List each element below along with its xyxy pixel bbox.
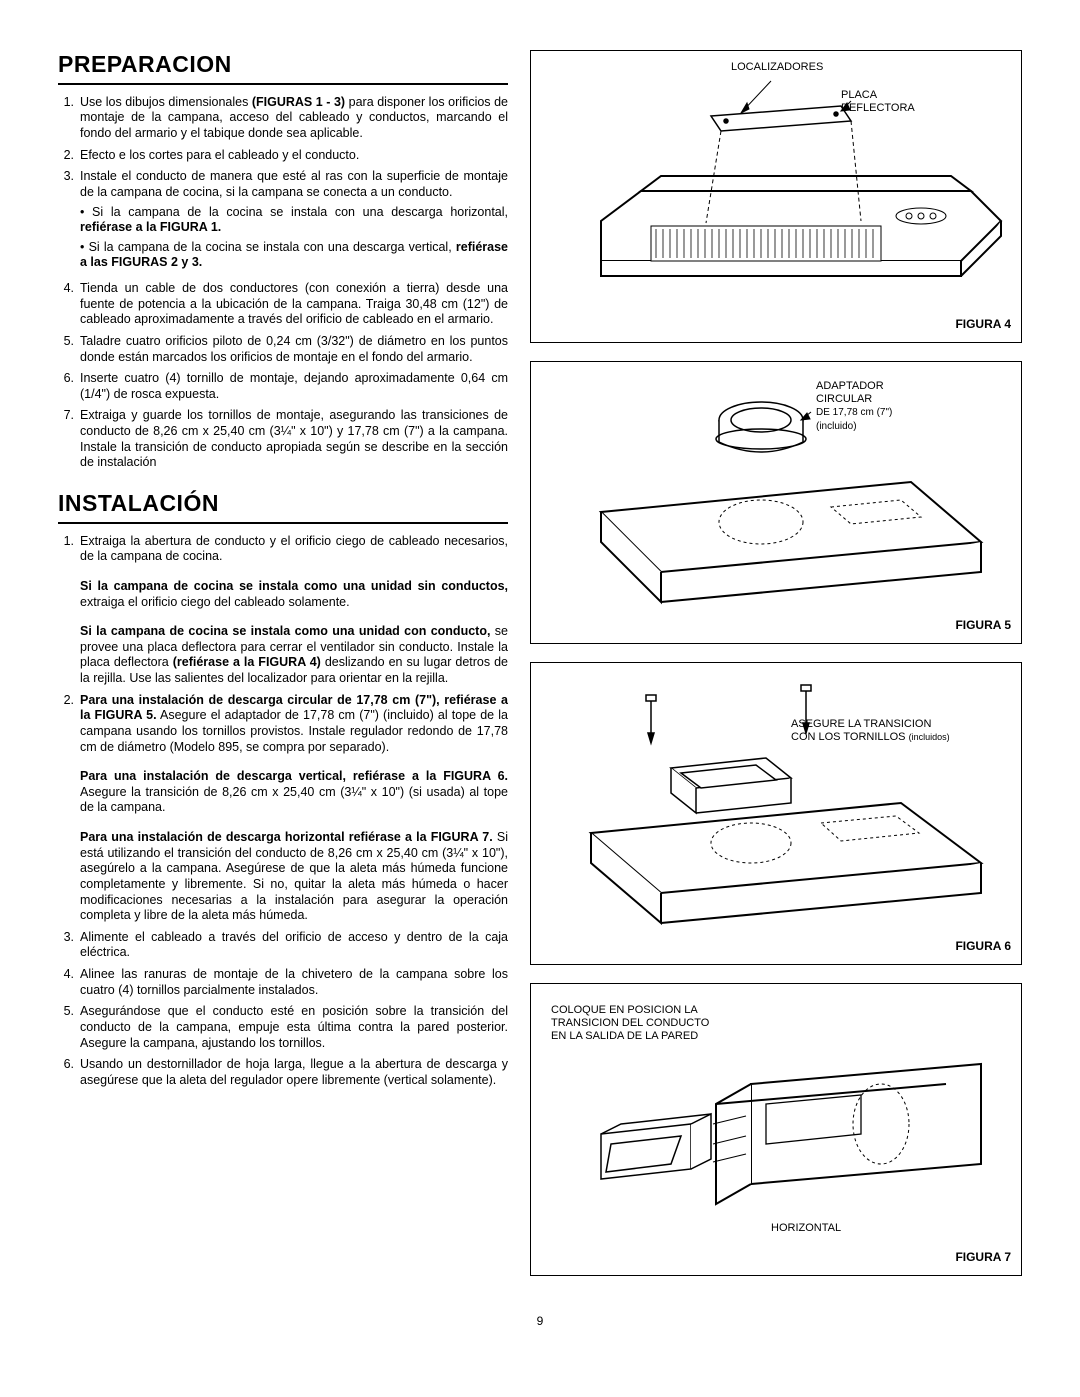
text: DEFLECTORA (841, 102, 915, 114)
item-body: Efecto e los cortes para el cableado y e… (80, 148, 508, 164)
list-item: 5. Taladre cuatro orificios piloto de 0,… (58, 334, 508, 365)
fig6-caption: ASEGURE LA TRANSICION CON LOS TORNILLOS … (791, 718, 950, 744)
page: PREPARACION 1. Use los dibujos dimension… (58, 50, 1022, 1294)
bold-text: Para una instalación de descarga vertica… (80, 769, 508, 783)
list-item: 6. Inserte cuatro (4) tornillo de montaj… (58, 371, 508, 402)
fig4-caption-placa: PLACA DEFLECTORA (841, 89, 915, 115)
figure-label: FIGURA 5 (541, 618, 1011, 633)
list-item: 5. Asegurándose que el conducto esté en … (58, 1004, 508, 1051)
item-body: Alimente el cableado a través del orific… (80, 930, 508, 961)
fig4-caption-localizadores: LOCALIZADORES (731, 61, 823, 74)
preparacion-list: 1. Use los dibujos dimensionales (FIGURA… (58, 95, 508, 471)
text: ASEGURE LA TRANSICION (791, 718, 931, 730)
item-body: Extraiga y guarde los tornillos de monta… (80, 408, 508, 471)
item-number: 4. (58, 281, 80, 328)
item-number: 1. (58, 95, 80, 142)
sub-bullet: • Si la campana de la cocina se instala … (80, 240, 508, 271)
item-number: 7. (58, 408, 80, 471)
figure-label: FIGURA 6 (541, 939, 1011, 954)
item-body: Extraiga la abertura de conducto y el or… (80, 534, 508, 687)
item-body: Use los dibujos dimensionales (FIGURAS 1… (80, 95, 508, 142)
list-item: 1. Extraiga la abertura de conducto y el… (58, 534, 508, 687)
bold-text: Si la campana de cocina se instala como … (80, 624, 490, 638)
heading-instalacion: INSTALACIÓN (58, 489, 508, 518)
text: TRANSICION DEL CONDUCTO (551, 1017, 709, 1029)
bold-text: Para una instalación de descarga horizon… (80, 830, 493, 844)
item-number: 4. (58, 967, 80, 998)
item-number: 2. (58, 148, 80, 164)
list-item: 3. Alimente el cableado a través del ori… (58, 930, 508, 961)
figure-6-svg (541, 673, 1011, 933)
text: DE 17,78 cm (7") (816, 407, 892, 418)
list-item: 3. Instale el conducto de manera que est… (58, 169, 508, 275)
left-column: PREPARACION 1. Use los dibujos dimension… (58, 50, 508, 1294)
text: • Si la campana de la cocina se instala … (80, 205, 508, 219)
text: CON LOS TORNILLOS (791, 731, 909, 743)
spacer (80, 816, 508, 830)
item-number: 5. (58, 1004, 80, 1051)
text: Asegure la transición de 8,26 cm x 25,40… (80, 785, 508, 815)
item-body: Inserte cuatro (4) tornillo de montaje, … (80, 371, 508, 402)
figure-label: FIGURA 7 (541, 1250, 1011, 1265)
text: (incluido) (816, 421, 857, 432)
text: • Si la campana de la cocina se instala … (80, 240, 456, 254)
figure-7-box: COLOQUE EN POSICION LA TRANSICION DEL CO… (530, 983, 1022, 1276)
instalacion-list: 1. Extraiga la abertura de conducto y el… (58, 534, 508, 1089)
item-number: 3. (58, 930, 80, 961)
text: (incluidos) (909, 732, 950, 742)
figure-5-svg (541, 372, 1011, 612)
spacer (80, 565, 508, 579)
text: COLOQUE EN POSICION LA (551, 1004, 698, 1016)
list-item: 1. Use los dibujos dimensionales (FIGURA… (58, 95, 508, 142)
text: ADAPTADOR (816, 380, 884, 392)
rule (58, 83, 508, 85)
list-item: 7. Extraiga y guarde los tornillos de mo… (58, 408, 508, 471)
item-number: 6. (58, 1057, 80, 1088)
list-item: 4. Alinee las ranuras de montaje de la c… (58, 967, 508, 998)
item-body: Asegurándose que el conducto esté en pos… (80, 1004, 508, 1051)
text: EN LA SALIDA DE LA PARED (551, 1030, 698, 1042)
figure-4-box: LOCALIZADORES PLACA DEFLECTORA FIGURA 4 (530, 50, 1022, 343)
text: CIRCULAR (816, 393, 872, 405)
item-body: Para una instalación de descarga circula… (80, 693, 508, 924)
figure-label: FIGURA 4 (541, 317, 1011, 332)
bold-text: (FIGURAS 1 - 3) (252, 95, 345, 109)
list-item: 4. Tienda un cable de dos conductores (c… (58, 281, 508, 328)
text: Instale el conducto de manera que esté a… (80, 169, 508, 199)
text: Use los dibujos dimensionales (80, 95, 252, 109)
item-body: Usando un destornillador de hoja larga, … (80, 1057, 508, 1088)
spacer (80, 755, 508, 769)
figure-6-box: ASEGURE LA TRANSICION CON LOS TORNILLOS … (530, 662, 1022, 965)
bold-text: Si la campana de cocina se instala como … (80, 579, 508, 593)
text: extraiga el orificio ciego del cableado … (80, 595, 350, 609)
item-number: 2. (58, 693, 80, 924)
list-item: 6. Usando un destornillador de hoja larg… (58, 1057, 508, 1088)
spacer (80, 610, 508, 624)
bold-text: refiérase a la FIGURA 1. (80, 220, 221, 234)
item-body: Alinee las ranuras de montaje de la chiv… (80, 967, 508, 998)
right-column: LOCALIZADORES PLACA DEFLECTORA FIGURA 4 (530, 50, 1022, 1294)
sub-bullet: • Si la campana de la cocina se instala … (80, 205, 508, 236)
list-item: 2. Efecto e los cortes para el cableado … (58, 148, 508, 164)
item-number: 3. (58, 169, 80, 275)
item-number: 1. (58, 534, 80, 687)
fig5-caption: ADAPTADOR CIRCULAR DE 17,78 cm (7") (inc… (816, 380, 892, 433)
item-body: Taladre cuatro orificios piloto de 0,24 … (80, 334, 508, 365)
fig7-caption-top: COLOQUE EN POSICION LA TRANSICION DEL CO… (551, 1004, 709, 1044)
bold-text: (refiérase a la FIGURA 4) (173, 655, 321, 669)
fig7-caption-horizontal: HORIZONTAL (771, 1222, 841, 1235)
item-body: Tienda un cable de dos conductores (con … (80, 281, 508, 328)
item-number: 5. (58, 334, 80, 365)
page-number: 9 (58, 1314, 1022, 1329)
item-number: 6. (58, 371, 80, 402)
list-item: 2. Para una instalación de descarga circ… (58, 693, 508, 924)
heading-preparacion: PREPARACION (58, 50, 508, 79)
figure-5-box: ADAPTADOR CIRCULAR DE 17,78 cm (7") (inc… (530, 361, 1022, 644)
figure-4-svg (541, 61, 1011, 311)
text: Extraiga la abertura de conducto y el or… (80, 534, 508, 564)
text: PLACA (841, 89, 877, 101)
rule (58, 522, 508, 524)
item-body: Instale el conducto de manera que esté a… (80, 169, 508, 275)
